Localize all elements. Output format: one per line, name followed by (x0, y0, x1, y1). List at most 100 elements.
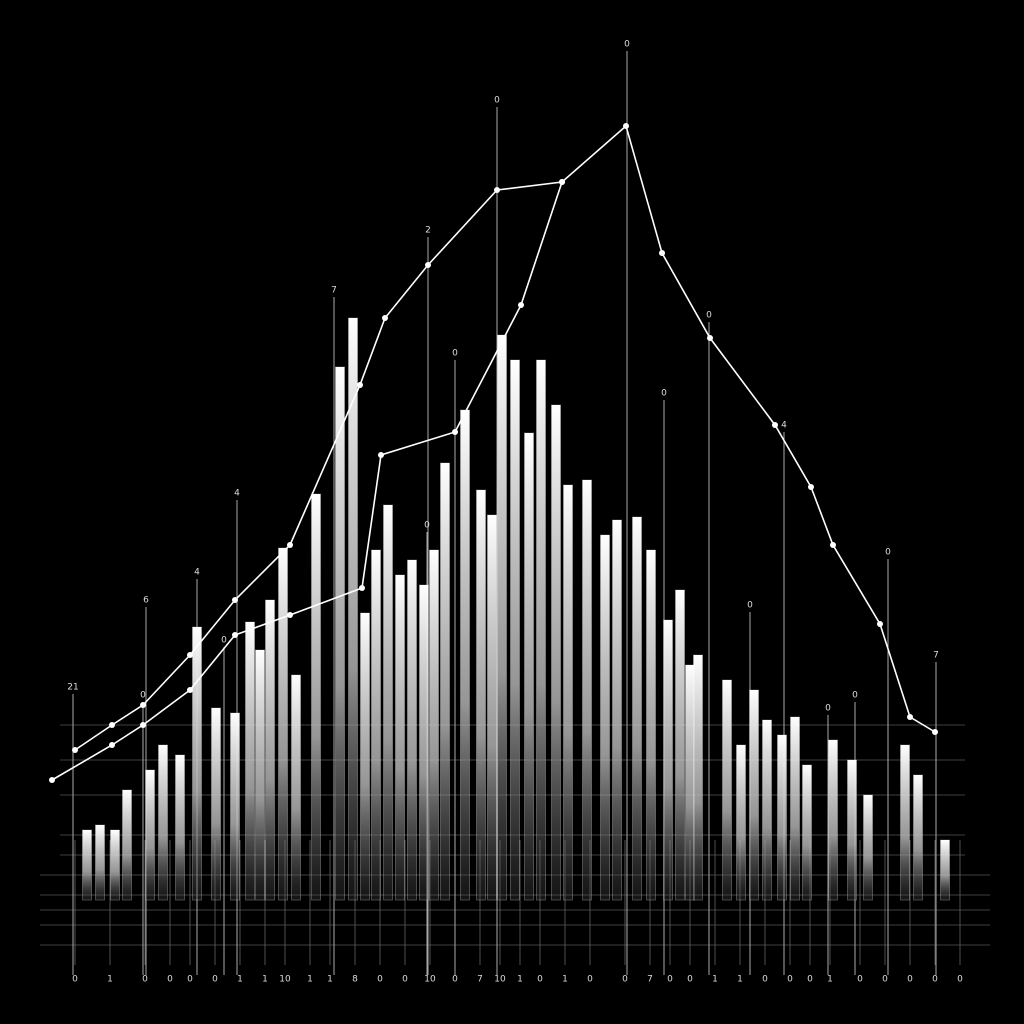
bar (429, 549, 439, 901)
line-point (808, 484, 814, 490)
line-point (707, 335, 713, 341)
bar (255, 649, 265, 901)
bar (291, 674, 301, 901)
line-point (378, 452, 384, 458)
bar (802, 764, 812, 901)
bar (360, 612, 370, 901)
line-point (830, 542, 836, 548)
bar (790, 716, 800, 901)
annotation-label: 2 (425, 226, 431, 236)
line-point (140, 702, 146, 708)
bar (582, 479, 592, 901)
annotation-label: 0 (424, 521, 430, 531)
bar (311, 493, 321, 901)
line-point (623, 123, 629, 129)
annotation-label: 0 (825, 704, 831, 714)
bar (600, 534, 610, 901)
x-tick-label: 0 (882, 975, 888, 985)
bar (230, 712, 240, 901)
bar (940, 839, 950, 901)
bar (158, 744, 168, 901)
bar (82, 829, 92, 901)
x-tick-label: 0 (787, 975, 793, 985)
line-point (109, 722, 115, 728)
bar (847, 759, 857, 901)
x-tick-label: 7 (477, 975, 483, 985)
x-tick-label: 0 (667, 975, 673, 985)
annotation-label: 4 (234, 489, 240, 499)
annotation-label: 4 (781, 421, 787, 431)
line-point (232, 597, 238, 603)
x-tick-label: 1 (107, 975, 113, 985)
line-point (452, 429, 458, 435)
bar (736, 744, 746, 901)
line-point (287, 612, 293, 618)
bar (487, 514, 497, 901)
bar (777, 734, 787, 901)
x-tick-label: 10 (279, 975, 291, 985)
line-point (907, 714, 913, 720)
x-tick-label: 1 (327, 975, 333, 985)
bar (175, 754, 185, 901)
x-tick-label: 1 (517, 975, 523, 985)
line-point (932, 729, 938, 735)
x-tick-label: 0 (377, 975, 383, 985)
x-tick-label: 0 (402, 975, 408, 985)
bar (663, 619, 673, 901)
x-tick-label: 0 (167, 975, 173, 985)
annotation-label: 0 (852, 691, 858, 701)
bar (675, 589, 685, 901)
annotation-label: 7 (331, 286, 337, 296)
line (74, 124, 936, 751)
x-tick-label: 1 (737, 975, 743, 985)
x-tick-label: 0 (537, 975, 543, 985)
bar (192, 626, 202, 901)
bar (632, 516, 642, 901)
bar (863, 794, 873, 901)
line-point (357, 382, 363, 388)
bar (693, 654, 703, 901)
bar (335, 366, 345, 901)
x-tick-label: 0 (687, 975, 693, 985)
annotation-label: 0 (747, 601, 753, 611)
annotation-label: 21 (67, 683, 78, 693)
bar (383, 504, 393, 901)
line-point (72, 747, 78, 753)
bar (497, 334, 507, 901)
line-point (425, 262, 431, 268)
annotation-label: 6 (143, 596, 149, 606)
bar (371, 549, 381, 901)
line-point (772, 422, 778, 428)
bar (476, 489, 486, 901)
x-tick-label: 1 (237, 975, 243, 985)
x-tick-label: 0 (142, 975, 148, 985)
line-point (187, 687, 193, 693)
x-tick-label: 0 (212, 975, 218, 985)
x-tick-label: 1 (262, 975, 268, 985)
line-point (359, 585, 365, 591)
line-point (659, 250, 665, 256)
bar (440, 462, 450, 901)
x-tick-label: 1 (562, 975, 568, 985)
bar (722, 679, 732, 901)
x-tick-label: 0 (957, 975, 963, 985)
x-tick-label: 0 (857, 975, 863, 985)
x-tick-label: 0 (452, 975, 458, 985)
annotation-label: 4 (194, 568, 200, 578)
x-tick-label: 10 (494, 975, 506, 985)
line-point (877, 621, 883, 627)
line-point (109, 742, 115, 748)
bar (510, 359, 520, 901)
x-tick-label: 0 (762, 975, 768, 985)
bar (245, 621, 255, 901)
bar (110, 829, 120, 901)
x-tick-label: 0 (907, 975, 913, 985)
line-point (518, 302, 524, 308)
bar (913, 774, 923, 901)
bar (348, 317, 358, 901)
bar (828, 739, 838, 901)
bar (900, 744, 910, 901)
bar (265, 599, 275, 901)
bar (762, 719, 772, 901)
bar (646, 549, 656, 901)
